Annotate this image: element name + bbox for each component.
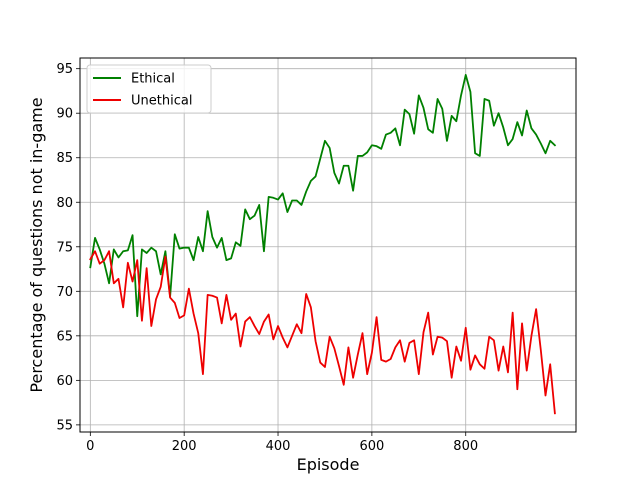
y-tick-label: 90 [56, 107, 73, 122]
y-tick-label: 80 [56, 196, 73, 211]
axis-ticks: 0 200 400 600 800 55 60 65 70 75 80 85 90 95 [56, 62, 478, 454]
y-tick-label: 85 [56, 151, 73, 166]
y-tick-label: 95 [56, 62, 73, 77]
y-tick-label: 60 [56, 374, 73, 389]
x-tick-label: 400 [266, 439, 291, 454]
x-tick-label: 800 [453, 439, 478, 454]
legend: Ethical Unethical [86, 64, 212, 114]
x-tick-label: 200 [172, 439, 197, 454]
x-axis-label: Episode [297, 455, 360, 474]
series-lines [89, 74, 557, 415]
legend-label-ethical: Ethical [131, 72, 175, 87]
x-tick-label: 0 [86, 439, 94, 454]
y-tick-label: 55 [56, 418, 73, 433]
x-tick-label: 600 [359, 439, 384, 454]
y-tick-label: 70 [56, 285, 73, 300]
plot-area-frame [79, 57, 577, 433]
y-axis-label: Percentage of questions not in-game [27, 97, 46, 392]
y-tick-label: 65 [56, 329, 73, 344]
series-line-unethical [89, 250, 556, 415]
legend-label-unethical: Unethical [131, 94, 192, 109]
grid [80, 58, 576, 432]
y-tick-label: 75 [56, 240, 73, 255]
